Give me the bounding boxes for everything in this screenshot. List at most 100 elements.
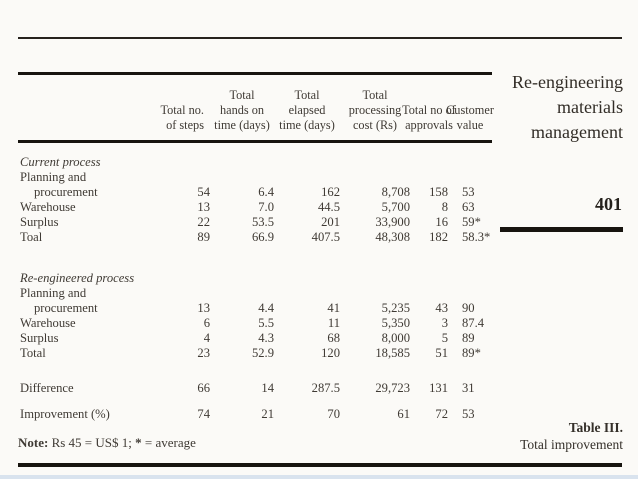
cell-total-elapsed-time-days: 68 (327, 331, 340, 345)
cell-total-processing-cost-rs: 8,000 (381, 331, 410, 345)
cell-total-processing-cost-rs: 29,723 (375, 381, 410, 395)
running-title-line-1: Re-engineering (512, 72, 623, 92)
cell-total-hands-on-time-days: 66.9 (251, 230, 274, 244)
column-header-total-hands-on-time-days: Total hands on time (days) (210, 88, 274, 140)
cell-total-elapsed-time-days: 41 (327, 301, 340, 315)
column-header-total-no-of-approvals: Total no of approvals (402, 103, 456, 140)
row-label: Total (20, 346, 46, 360)
table-row: Warehouse 13 7.0 44.5 5,700 8 63 (18, 200, 492, 215)
running-title-line-3: management (531, 122, 623, 142)
column-header-total-elapsed-time-days: Total elapsed time (days) (274, 88, 340, 140)
table-note: Note: Rs 45 = US$ 1; * = average (18, 435, 492, 451)
cell-total-no-of-approvals: 5 (441, 331, 448, 345)
cell-customer-value: 89* (462, 346, 481, 360)
row-label: Warehouse (20, 200, 76, 214)
table-row: procurement 54 6.4 162 8,708 158 53 (18, 185, 492, 200)
table-caption-title: Total improvement (520, 436, 623, 452)
cell-total-elapsed-time-days: 201 (321, 215, 340, 229)
column-header-line: Total no of (402, 103, 456, 117)
cell-total-no-of-steps: 13 (197, 200, 210, 214)
cell-total-no-of-approvals: 131 (429, 381, 448, 395)
page-number: 401 (595, 194, 622, 214)
row-label: Surplus (20, 215, 59, 229)
cell-total-elapsed-time-days: 287.5 (311, 381, 340, 395)
cell-total-hands-on-time-days: 21 (261, 407, 274, 421)
column-header-customer-value: Customer value (446, 103, 494, 140)
column-header-line: Total (229, 88, 255, 102)
cell-total-elapsed-time-days: 44.5 (317, 200, 340, 214)
column-header-line: time (days) (214, 118, 270, 132)
cell-total-hands-on-time-days: 14 (261, 381, 274, 395)
cell-total-hands-on-time-days: 52.9 (251, 346, 274, 360)
column-header-line: hands on (219, 103, 265, 117)
column-header-line: Total (362, 88, 388, 102)
cell-total-no-of-approvals: 8 (441, 200, 448, 214)
table-body: Current process Planning and procurement 54… (18, 155, 492, 422)
table-row: Toal 89 66.9 407.5 48,308 182 58.3* (18, 230, 492, 245)
table-row: Planning and (18, 170, 492, 185)
row-label: Planning and (20, 286, 87, 300)
cell-total-no-of-steps: 13 (197, 301, 210, 315)
cell-total-no-of-steps: 54 (197, 185, 210, 199)
cell-customer-value: 31 (462, 381, 475, 395)
column-header-line: time (days) (279, 118, 335, 132)
cell-total-no-of-approvals: 43 (435, 301, 448, 315)
cell-total-elapsed-time-days: 120 (321, 346, 340, 360)
row-label: Improvement (%) (20, 407, 110, 421)
cell-total-no-of-steps: 89 (197, 230, 210, 244)
table-row: Improvement (%) 74 21 70 61 72 53 (18, 407, 492, 422)
cell-total-elapsed-time-days: 407.5 (311, 230, 340, 244)
cell-total-no-of-steps: 22 (197, 215, 210, 229)
cell-total-elapsed-time-days: 162 (321, 185, 340, 199)
page-bottom-rule (18, 463, 622, 467)
column-header-line: Total no. (160, 103, 204, 117)
column-header-line: Total (294, 88, 320, 102)
table-header-row: Total no. of steps Total hands on time (days… (18, 75, 494, 140)
cell-total-hands-on-time-days: 53.5 (251, 215, 274, 229)
column-header-line: cost (Rs) (352, 118, 398, 132)
cell-total-processing-cost-rs: 5,700 (381, 200, 410, 214)
row-label: Difference (20, 381, 74, 395)
cell-total-no-of-approvals: 51 (435, 346, 448, 360)
row-label: Planning and (20, 170, 87, 184)
cell-total-no-of-approvals: 182 (429, 230, 448, 244)
cell-customer-value: 63 (462, 200, 475, 214)
cell-customer-value: 53 (462, 407, 475, 421)
column-header-line: elapsed (288, 103, 326, 117)
table-top-rule (18, 72, 492, 75)
cell-customer-value: 58.3* (462, 230, 491, 244)
cell-customer-value: 87.4 (462, 316, 485, 330)
cell-total-elapsed-time-days: 70 (327, 407, 340, 421)
row-label: Current process (20, 155, 101, 169)
table-caption-label: Table III. (568, 420, 623, 435)
row-label: procurement (34, 301, 98, 315)
cell-total-hands-on-time-days: 5.5 (258, 316, 274, 330)
cell-total-elapsed-time-days: 11 (327, 316, 340, 330)
note-text-2: = average (141, 435, 196, 450)
cell-total-no-of-approvals: 72 (435, 407, 448, 421)
table-section-row: Current process (18, 155, 492, 170)
column-header-line: approvals (405, 118, 453, 132)
table-header-bottom-rule (18, 140, 492, 143)
column-header-line: of steps (166, 118, 204, 132)
cell-total-processing-cost-rs: 33,900 (375, 215, 410, 229)
table-row: Surplus 22 53.5 201 33,900 16 59* (18, 215, 492, 230)
cell-total-processing-cost-rs: 48,308 (375, 230, 410, 244)
cell-total-no-of-steps: 66 (197, 381, 210, 395)
cell-total-no-of-approvals: 158 (429, 185, 448, 199)
cell-total-no-of-approvals: 16 (435, 215, 448, 229)
cell-total-hands-on-time-days: 4.3 (258, 331, 274, 345)
page-number-rule (500, 227, 623, 232)
cell-total-processing-cost-rs: 18,585 (375, 346, 410, 360)
cell-total-processing-cost-rs: 8,708 (381, 185, 410, 199)
column-header-line: Customer (446, 103, 494, 117)
cell-total-processing-cost-rs: 5,350 (381, 316, 410, 330)
bottom-edge-strip (0, 475, 638, 479)
row-label: Toal (20, 230, 43, 244)
note-asterisk: * (135, 435, 142, 450)
cell-customer-value: 59* (462, 215, 481, 229)
cell-total-no-of-steps: 23 (197, 346, 210, 360)
note-text: Rs 45 = US$ 1; (48, 435, 136, 450)
cell-customer-value: 53 (462, 185, 475, 199)
